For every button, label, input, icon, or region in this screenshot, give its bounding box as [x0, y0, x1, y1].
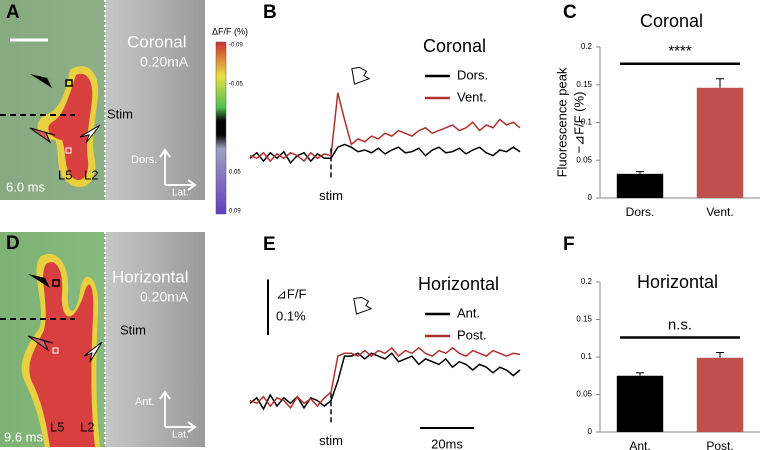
x-tick-label: Post. [706, 439, 733, 450]
red-region [48, 73, 93, 180]
y-tick-label: 0.05 [576, 390, 592, 399]
image-title: Coronal [127, 32, 187, 51]
axis-up-label: Dors. [131, 154, 157, 166]
chart-title: Horizontal [637, 272, 718, 292]
error-bar [716, 352, 724, 358]
trace [249, 143, 521, 165]
layer-label: L2 [84, 167, 98, 182]
error-bar [636, 171, 644, 174]
colorbar-tick: -0.05 [229, 82, 243, 88]
layer-label: L5 [50, 419, 64, 434]
arrow-red [27, 335, 54, 352]
image-title: Horizontal [112, 267, 189, 286]
axis-right-label: Lat. [172, 188, 189, 199]
chart-title: Coronal [640, 11, 703, 31]
peak-arrow [353, 296, 373, 315]
arrow-black [30, 74, 56, 88]
bar [616, 375, 664, 432]
chart-title: Horizontal [418, 274, 499, 294]
x-tick-label: Dors. [626, 205, 655, 219]
axis-right-label: Lat. [172, 430, 189, 441]
chart-title: Coronal [423, 36, 486, 56]
stim-label: stim [319, 433, 343, 448]
scale-bar-label: 20ms [431, 436, 463, 450]
scale-bar-label: 0.1% [276, 308, 306, 323]
stim-label: stim [319, 188, 343, 203]
arrow-black [28, 274, 54, 288]
peak-arrow [351, 66, 371, 85]
y-tick-label: 0 [588, 193, 593, 202]
time-label: 9.6 ms [4, 429, 44, 444]
legend-label: Dors. [457, 67, 488, 82]
arrow-red [29, 127, 56, 144]
panel-label: B [263, 2, 277, 23]
trace [249, 92, 521, 163]
x-tick-label: Vent. [706, 205, 733, 219]
colorbar-gradient [215, 41, 227, 215]
error-bar [716, 78, 724, 88]
panel-label: A [6, 2, 20, 23]
red-region [29, 262, 95, 447]
time-label: 6.0 ms [6, 179, 46, 194]
panel-label: C [563, 2, 577, 23]
y-axis-label: −⊿F/F (%) [571, 92, 586, 154]
image-panel-a: A Coronal 0.20mA Stim Dors. Lat. L5 L2 6… [0, 0, 205, 200]
roi-dorsal [65, 79, 73, 87]
y-tick-label: 0.05 [576, 155, 592, 164]
roi-ventral [65, 147, 72, 154]
panel-label: D [6, 233, 20, 254]
legend-label: Vent. [457, 89, 487, 104]
bar [696, 357, 744, 432]
y-tick-label: 0.1 [581, 118, 593, 127]
stim-label: Stim [107, 106, 133, 121]
x-tick-label: Ant. [629, 439, 650, 450]
error-bar [636, 372, 644, 376]
y-tick-label: 0.15 [576, 80, 592, 89]
panel-label: E [263, 234, 276, 255]
roi-posterior [52, 347, 59, 354]
bar [616, 173, 664, 198]
orientation-arrows [159, 148, 197, 191]
stim-current: 0.20mA [140, 289, 189, 305]
stim-current: 0.20mA [140, 54, 189, 70]
scale-bar-label: ⊿F/F [276, 286, 306, 301]
legend-label: Post. [457, 327, 487, 342]
stim-label: Stim [120, 322, 146, 337]
y-axis-label: Fluorescence peak [554, 67, 569, 177]
significance-label: **** [668, 43, 692, 60]
layer-label: L2 [80, 419, 94, 434]
significance-label: n.s. [668, 316, 692, 333]
layer-label: L5 [58, 167, 72, 182]
y-tick-label: 0.2 [581, 42, 593, 51]
bar [696, 87, 744, 198]
orientation-arrows [159, 390, 197, 433]
y-tick-label: 0.1 [581, 352, 593, 361]
trace [249, 352, 521, 411]
arrow-stim [79, 124, 101, 144]
trace [249, 346, 521, 410]
y-tick-label: 0 [588, 427, 593, 436]
legend-label: Ant. [457, 305, 480, 320]
y-tick-label: 0.2 [581, 277, 593, 286]
roi-anterior [52, 279, 60, 287]
panel-label: F [563, 234, 575, 255]
arrow-stim [83, 341, 103, 363]
image-panel-d: D Horizontal 0.20mA Stim Ant. Lat. L5 L2… [0, 232, 205, 447]
y-tick-label: 0.15 [576, 315, 592, 324]
colorbar: ΔF/F (%) -0.09 -0.05 0.05 0.09 [212, 26, 248, 214]
colorbar-label: ΔF/F (%) [212, 26, 248, 36]
colorbar-tick: 0.09 [229, 209, 241, 215]
colorbar-tick: 0.05 [229, 170, 241, 176]
axis-up-label: Ant. [135, 396, 155, 408]
colorbar-tick: -0.09 [229, 43, 243, 49]
